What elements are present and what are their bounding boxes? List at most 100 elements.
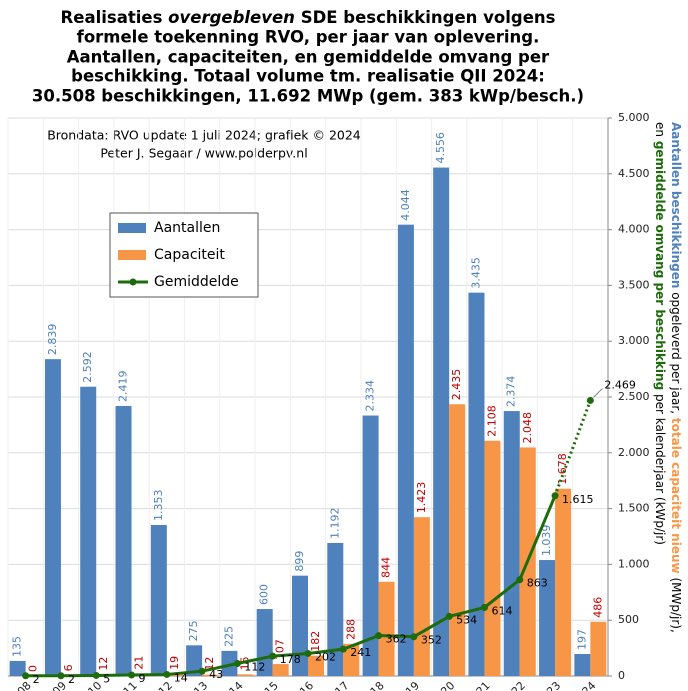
bar xyxy=(590,621,607,676)
value-label: 19 xyxy=(168,656,181,670)
x-tick-label: 2008 xyxy=(5,679,34,691)
line-point xyxy=(339,645,347,653)
value-label: 241 xyxy=(350,646,371,659)
line-point xyxy=(586,396,594,404)
line-point xyxy=(233,660,241,668)
bar xyxy=(115,406,132,676)
y-tick-label: 1.500 xyxy=(618,502,650,515)
value-label: 225 xyxy=(222,626,235,647)
value-label: 2.592 xyxy=(81,351,94,383)
value-label: 1.678 xyxy=(556,453,569,485)
y-axis-label-part: opgeleverd per jaar, xyxy=(670,292,684,414)
y-tick-label: 4.500 xyxy=(618,167,650,180)
bar xyxy=(503,411,520,676)
y-tick-label: 1.000 xyxy=(618,557,650,570)
value-label: 21 xyxy=(133,656,146,670)
bar xyxy=(574,654,591,676)
value-label: 12 xyxy=(203,657,216,671)
line-point xyxy=(516,576,524,584)
legend-label: Aantallen xyxy=(154,220,220,236)
legend-swatch xyxy=(118,250,146,260)
title-line: Aantallen, capaciteiten, en gemiddelde o… xyxy=(67,48,550,67)
y-tick-label: 5.000 xyxy=(618,111,650,124)
y-tick-label: 2.000 xyxy=(618,446,650,459)
bar xyxy=(221,650,238,676)
line xyxy=(25,495,557,678)
value-label: 43 xyxy=(209,668,223,681)
bar xyxy=(362,415,379,676)
value-label: 0 xyxy=(27,665,40,672)
value-label: 6 xyxy=(62,664,75,671)
legend-label: Gemiddelde xyxy=(154,274,239,290)
value-label: 2.334 xyxy=(364,380,377,412)
value-label: 1.423 xyxy=(415,482,428,514)
title-part: Realisaties xyxy=(61,8,163,27)
bar xyxy=(9,660,26,676)
line-point xyxy=(198,667,206,675)
x-tick-label: 2018 xyxy=(358,679,387,691)
y-axis-label-part: Aantallen beschikkingen xyxy=(670,122,684,288)
value-label: 600 xyxy=(258,584,271,605)
value-label: 2.108 xyxy=(485,405,498,437)
bar xyxy=(555,488,572,676)
source-line: Peter J. Segaar / www.polderpv.nl xyxy=(100,146,307,161)
line-point xyxy=(410,633,418,641)
bar xyxy=(308,655,324,676)
y-tick-label: 4.000 xyxy=(618,223,650,236)
line-point xyxy=(128,671,136,679)
bar xyxy=(539,560,556,676)
value-label: 486 xyxy=(591,597,604,618)
value-label: 3.435 xyxy=(469,257,482,289)
value-label: 4.556 xyxy=(434,132,447,164)
value-label: 202 xyxy=(315,650,336,663)
x-tick-label: 2013 xyxy=(181,679,210,691)
value-label: 863 xyxy=(527,577,548,590)
x-tick-label: 2024 xyxy=(570,679,599,691)
y-tick-label: 3.000 xyxy=(618,334,650,347)
value-label: 4.044 xyxy=(399,189,412,221)
value-label: 135 xyxy=(11,636,24,657)
x-tick-label: 2019 xyxy=(393,679,422,691)
bar xyxy=(433,167,450,676)
value-label: 178 xyxy=(280,653,301,666)
line-point xyxy=(304,649,312,657)
value-label: 844 xyxy=(380,557,393,578)
value-label: 9 xyxy=(139,672,146,685)
legend-swatch xyxy=(118,223,146,233)
line-point xyxy=(92,671,100,679)
bar xyxy=(413,517,430,676)
bar xyxy=(378,581,395,676)
y-tick-label: 3.500 xyxy=(618,278,650,291)
bar xyxy=(44,359,61,676)
x-tick-label: 2015 xyxy=(252,679,281,691)
value-label: 5 xyxy=(103,672,110,685)
bar xyxy=(343,643,360,676)
value-label: 614 xyxy=(491,604,512,617)
value-label: 2.419 xyxy=(117,371,130,403)
y-tick-label: 2.500 xyxy=(618,390,650,403)
leader-line xyxy=(592,388,603,398)
y-axis-label-part: per kalenderjaar (kWp/jr) xyxy=(654,394,668,545)
value-label: 2.839 xyxy=(46,324,59,356)
title-line: Realisaties overgebleven SDE beschikking… xyxy=(61,8,556,27)
bar xyxy=(237,674,254,676)
value-label: 2 xyxy=(33,673,40,686)
line-point xyxy=(269,652,277,660)
value-label: 197 xyxy=(575,629,588,650)
y-axis-label-part: totale capaciteit nieuw xyxy=(670,418,684,574)
value-label: 2.469 xyxy=(604,378,636,391)
value-label: 12 xyxy=(97,657,110,671)
value-label: 2 xyxy=(68,673,75,686)
x-tick-label: 2016 xyxy=(287,679,316,691)
value-label: 352 xyxy=(421,634,442,647)
bar xyxy=(484,440,501,676)
line-point xyxy=(163,670,171,678)
x-tick-label: 2009 xyxy=(40,679,69,691)
value-label: 182 xyxy=(309,631,322,652)
title-part: overgebleven xyxy=(168,8,295,27)
x-tick-label: 2020 xyxy=(428,679,457,691)
x-tick-label: 2017 xyxy=(323,679,352,691)
line-point xyxy=(480,603,488,611)
